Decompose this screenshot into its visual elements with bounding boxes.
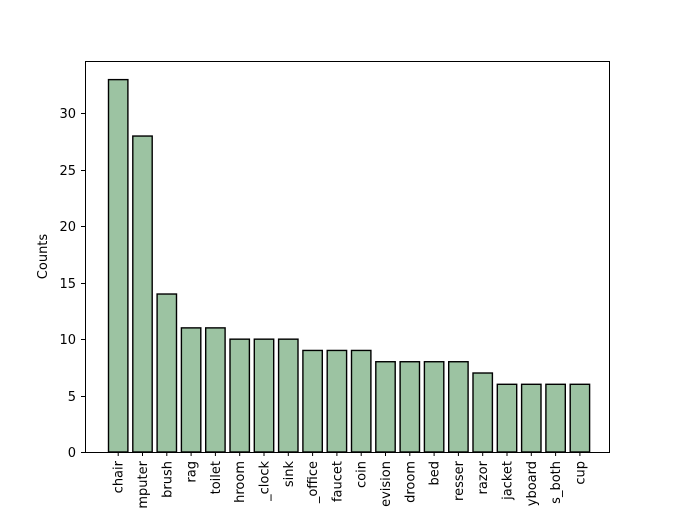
y-tick-label: 0 xyxy=(68,446,76,461)
bar-toilet xyxy=(204,327,226,453)
x-tick-label: resser xyxy=(452,460,467,501)
x-tick-label: _clock xyxy=(258,461,273,502)
x-tick-label: yboard xyxy=(525,461,540,506)
x-tick-label: mputer xyxy=(136,460,151,508)
x-tick-label: evision xyxy=(379,461,394,507)
y-tick-label: 10 xyxy=(59,333,76,348)
x-tick-label: hroom xyxy=(233,461,248,503)
plot-frame xyxy=(85,61,610,453)
x-tick-label: cup xyxy=(573,461,588,485)
x-tick-label: toilet xyxy=(209,461,224,494)
y-axis-label: Counts xyxy=(36,234,51,280)
x-tick-label: _office xyxy=(306,461,321,504)
bar-chair xyxy=(107,78,129,453)
x-axis-ticks: chair mputer brush rag toilet hroom _clock sink… xyxy=(112,452,588,508)
bar-sboth xyxy=(545,383,567,453)
y-tick-label: 30 xyxy=(59,107,76,122)
y-axis-ticks: 0 5 10 15 20 25 30 xyxy=(59,107,85,461)
bar-razor xyxy=(472,372,494,453)
bar-jacket xyxy=(496,383,518,453)
bar-droom xyxy=(399,361,421,453)
bar-coin xyxy=(350,349,372,453)
x-tick-label: chair xyxy=(112,460,127,493)
bar-hroom xyxy=(229,338,251,453)
x-tick-label: coin xyxy=(355,461,370,488)
y-tick-label: 15 xyxy=(59,277,76,292)
bar-mputer xyxy=(132,135,153,453)
bar-cup xyxy=(569,383,591,453)
bars-layer xyxy=(107,78,591,453)
bar-yboard xyxy=(520,383,542,453)
y-tick-label: 5 xyxy=(68,390,76,405)
bar-office xyxy=(302,349,323,453)
x-tick-label: faucet xyxy=(330,461,345,502)
x-tick-label: sink xyxy=(282,461,297,488)
bar-brush xyxy=(156,293,178,453)
x-tick-label: brush xyxy=(160,461,175,498)
bar-clock xyxy=(253,338,275,453)
bar-resser xyxy=(448,361,469,453)
bar-bed xyxy=(423,361,445,453)
x-tick-label: razor xyxy=(476,460,491,494)
bar-evision xyxy=(375,361,396,453)
bar-faucet xyxy=(326,349,348,453)
x-tick-label: rag xyxy=(185,461,200,483)
x-tick-label: s_both xyxy=(549,461,564,504)
x-tick-label: bed xyxy=(428,461,443,486)
x-tick-label: droom xyxy=(403,461,418,503)
x-tick-label: jacket xyxy=(501,461,516,501)
bar-rag xyxy=(180,327,202,453)
y-tick-label: 20 xyxy=(59,220,76,235)
bar-sink xyxy=(277,338,299,453)
y-tick-label: 25 xyxy=(59,164,76,179)
